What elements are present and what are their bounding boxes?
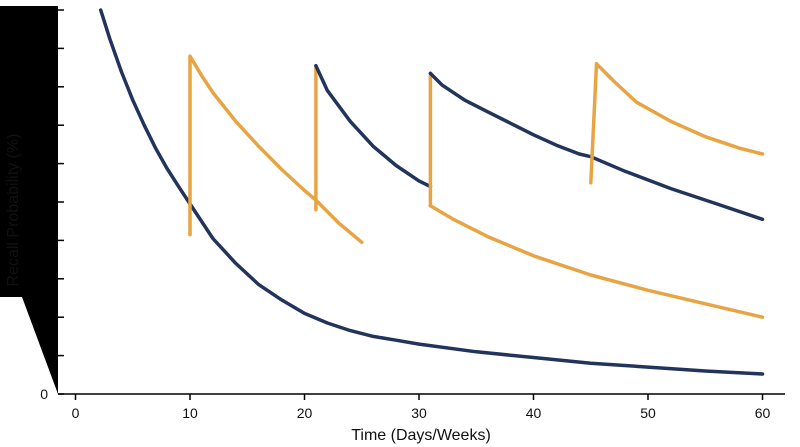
- series-line-9: [594, 62, 765, 156]
- series-layer: [98, 8, 765, 376]
- series-line-8: [589, 62, 599, 185]
- x-tick-label: 60: [755, 405, 771, 421]
- series-line-6: [428, 204, 765, 319]
- series-line-7: [428, 71, 765, 222]
- x-tick-label: 50: [640, 405, 656, 421]
- series-line-1: [98, 8, 765, 376]
- x-axis-title: Time (Days/Weeks): [351, 427, 491, 444]
- x-tick-label: 0: [72, 405, 80, 421]
- y-axis-band: [0, 6, 58, 394]
- y-tick-layer: 0: [40, 9, 64, 402]
- series-line-2: [188, 54, 364, 245]
- x-tick-layer: 0 10 20 30 40 50 60: [72, 394, 771, 421]
- x-tick-label: 40: [526, 405, 542, 421]
- y-axis-title: Recall Probability (%): [5, 134, 22, 287]
- y-tick-label: 0: [40, 386, 48, 402]
- x-tick-label: 10: [182, 405, 198, 421]
- series-line-4: [314, 63, 433, 189]
- x-tick-label: 30: [411, 405, 427, 421]
- x-tick-label: 20: [297, 405, 313, 421]
